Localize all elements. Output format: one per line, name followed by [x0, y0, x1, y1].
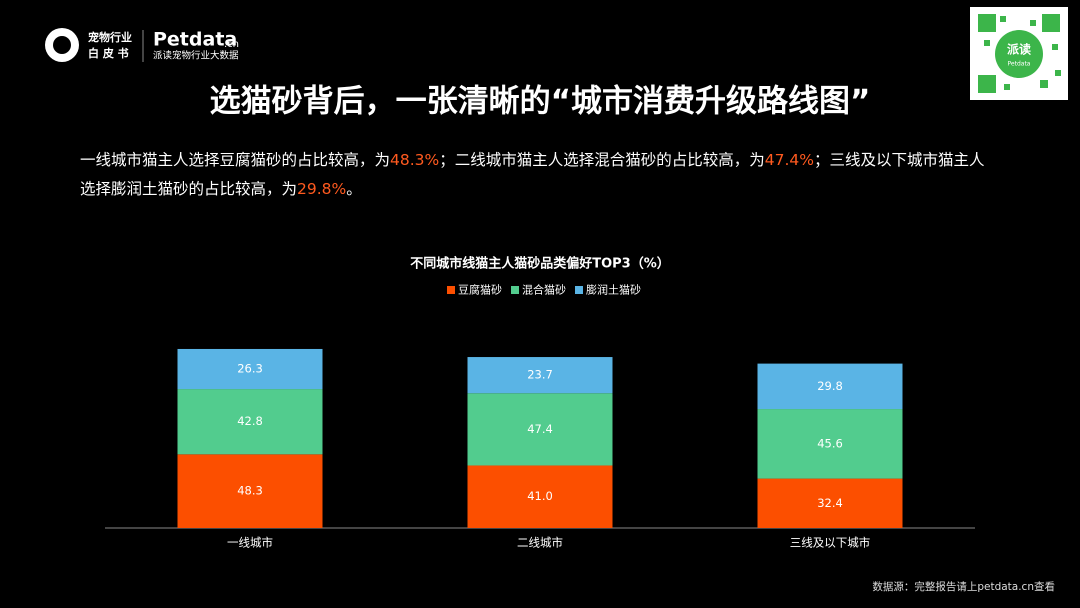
brand-suffix: .cn — [224, 39, 239, 50]
highlight: 47.4% — [764, 151, 815, 169]
bar-segment — [177, 389, 323, 455]
bar-segment — [177, 348, 323, 390]
highlight: 48.3% — [390, 151, 440, 169]
data-label: 45.6 — [817, 436, 843, 450]
description-text: 。 — [346, 180, 362, 198]
data-label: 48.3 — [237, 484, 263, 498]
bar-segment — [467, 393, 613, 466]
legend-swatch — [511, 286, 519, 294]
data-label: 42.8 — [237, 414, 263, 428]
legend-swatch — [575, 286, 583, 294]
highlight: 29.8% — [297, 180, 347, 198]
data-label: 32.4 — [817, 496, 843, 510]
description-text: 一线城市猫主人选择豆腐猫砂的占比较高，为 — [80, 151, 391, 169]
legend-label: 膨润土猫砂 — [586, 283, 641, 297]
legend-label: 混合猫砂 — [522, 283, 566, 297]
brand: Petdata — [153, 29, 237, 51]
legend-label: 豆腐猫砂 — [458, 283, 502, 297]
chart-title: 不同城市线猫主人猫砂品类偏好TOP3（%） — [410, 256, 670, 272]
brand-sub: 派读宠物行业大数据 — [153, 50, 239, 62]
bar-segment — [177, 454, 323, 528]
headline: 选猫砂背后，一张清晰的“城市消费升级路线图” — [210, 84, 871, 120]
logo-icon-inner — [53, 36, 71, 54]
description-text: ；三线及以下城市猫主人选择膨润土猫砂的占比较高，为 — [80, 151, 985, 198]
bar-segment — [467, 465, 613, 528]
logo-text: 宠物行业 — [88, 30, 132, 44]
data-label: 41.0 — [527, 489, 553, 503]
bar-segment — [757, 409, 903, 479]
x-tick-label: 三线及以下城市 — [790, 536, 871, 550]
source: 数据源：完整报告请上petdata.cn查看 — [872, 580, 1055, 593]
qr-sub: Petdata — [1008, 61, 1031, 68]
bar-segment — [467, 357, 613, 394]
data-label: 29.8 — [817, 379, 843, 393]
legend-swatch — [447, 286, 455, 294]
description: 一线城市猫主人选择豆腐猫砂的占比较高，为48.3%；二线城市猫主人选择混合猫砂的… — [80, 146, 995, 204]
description-text: ；二线城市猫主人选择混合猫砂的占比较高，为 — [439, 151, 765, 169]
qr-label: 派读 — [1007, 42, 1031, 57]
qr-center — [995, 30, 1043, 78]
logo-text: 白 皮 书 — [88, 46, 129, 60]
bar-segment — [757, 363, 903, 410]
x-tick-label: 一线城市 — [227, 536, 273, 550]
bar-segment — [757, 478, 903, 528]
data-label: 23.7 — [527, 368, 553, 382]
qr-pattern — [978, 14, 1061, 93]
data-label: 26.3 — [237, 362, 263, 376]
x-tick-label: 二线城市 — [517, 536, 563, 550]
data-label: 47.4 — [527, 422, 553, 436]
